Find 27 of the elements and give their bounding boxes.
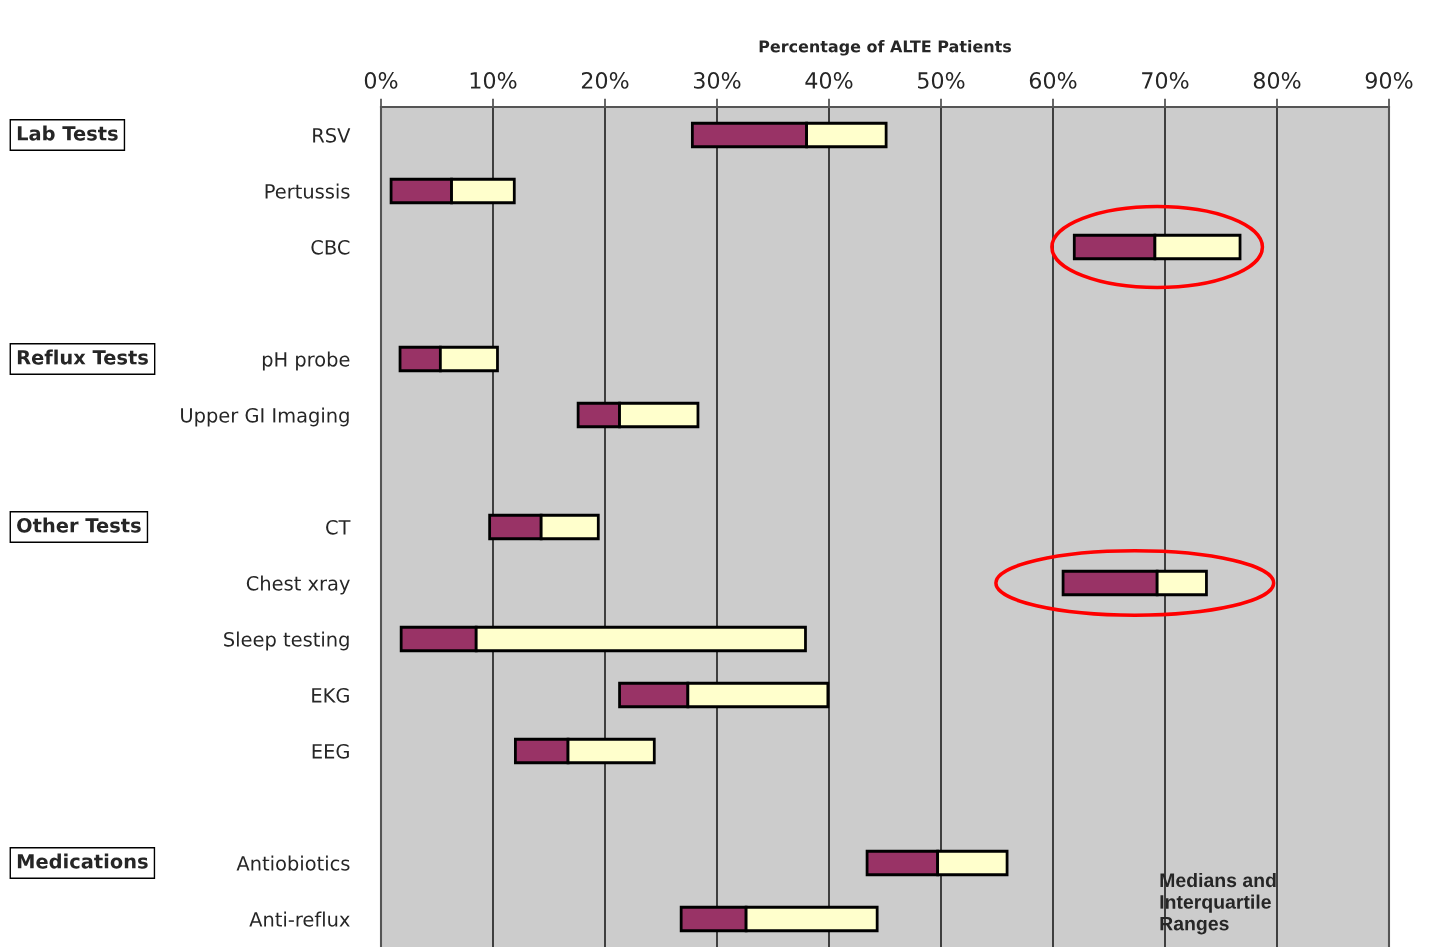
x-tick-label: 50%	[918, 72, 965, 89]
x-tick-label: 10%	[470, 72, 517, 89]
y-tick-label: pH probe	[262, 351, 350, 371]
x-axis-title: Percentage of ALTE Patients	[759, 40, 1012, 56]
text: Lab Tests	[17, 125, 118, 141]
y-tick-label: RSV	[313, 127, 351, 143]
y-tick-label: Sleep testing	[224, 631, 349, 651]
x-tick-label: 40%	[805, 72, 853, 89]
x-tick-label: 60%	[1029, 72, 1077, 89]
x-tick-label: 0%	[364, 72, 398, 89]
text: Medications	[17, 853, 148, 869]
text: Other Tests	[17, 517, 141, 533]
x-tick-label: 70%	[1142, 72, 1189, 89]
y-tick-label: Pertussis	[265, 183, 350, 199]
y-tick-label: Anti-reflux	[249, 911, 350, 927]
y-tick-label: Chest xray	[246, 575, 350, 595]
y-tick-label: CT	[326, 519, 351, 535]
y-tick-label: Upper GI Imaging	[181, 407, 349, 427]
y-tick-label: CBC	[311, 239, 350, 255]
y-tick-label: EEG	[312, 743, 349, 759]
y-tick-label: Antiobiotics	[236, 855, 350, 871]
text: Reflux Tests	[17, 349, 148, 365]
x-tick-label: 80%	[1253, 72, 1301, 89]
x-tick-label: 20%	[581, 72, 629, 89]
x-tick-label: 90%	[1365, 72, 1413, 89]
x-tick-label: 30%	[694, 72, 741, 89]
y-tick-label: EKG	[312, 687, 349, 703]
